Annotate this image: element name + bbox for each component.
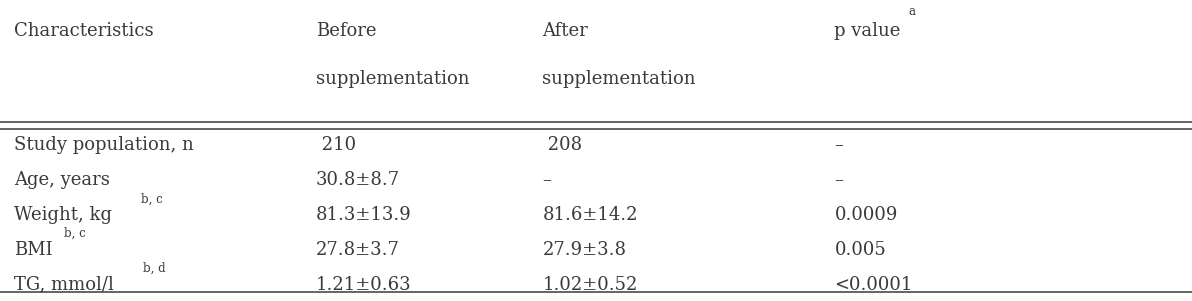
Text: 0.0009: 0.0009: [834, 206, 898, 224]
Text: –: –: [834, 136, 843, 154]
Text: 30.8±8.7: 30.8±8.7: [316, 171, 401, 189]
Text: TG, mmol/l: TG, mmol/l: [14, 275, 114, 293]
Text: 81.3±13.9: 81.3±13.9: [316, 206, 411, 224]
Text: Characteristics: Characteristics: [14, 22, 154, 40]
Text: BMI: BMI: [14, 241, 52, 259]
Text: a: a: [908, 5, 915, 18]
Text: After: After: [542, 22, 588, 40]
Text: 208: 208: [542, 136, 583, 154]
Text: b, c: b, c: [141, 192, 162, 205]
Text: b, c: b, c: [64, 227, 86, 240]
Text: Weight, kg: Weight, kg: [14, 206, 112, 224]
Text: b, d: b, d: [143, 262, 166, 275]
Text: 27.8±3.7: 27.8±3.7: [316, 241, 399, 259]
Text: Age, years: Age, years: [14, 171, 110, 189]
Text: Study population, n: Study population, n: [14, 136, 194, 154]
Text: –: –: [542, 171, 551, 189]
Text: <0.0001: <0.0001: [834, 275, 913, 293]
Text: supplementation: supplementation: [316, 70, 470, 88]
Text: 1.21±0.63: 1.21±0.63: [316, 275, 411, 293]
Text: –: –: [834, 171, 843, 189]
Text: 210: 210: [316, 136, 356, 154]
Text: 0.005: 0.005: [834, 241, 886, 259]
Text: supplementation: supplementation: [542, 70, 696, 88]
Text: 81.6±14.2: 81.6±14.2: [542, 206, 638, 224]
Text: 1.02±0.52: 1.02±0.52: [542, 275, 638, 293]
Text: p value: p value: [834, 22, 901, 40]
Text: Before: Before: [316, 22, 377, 40]
Text: 27.9±3.8: 27.9±3.8: [542, 241, 626, 259]
